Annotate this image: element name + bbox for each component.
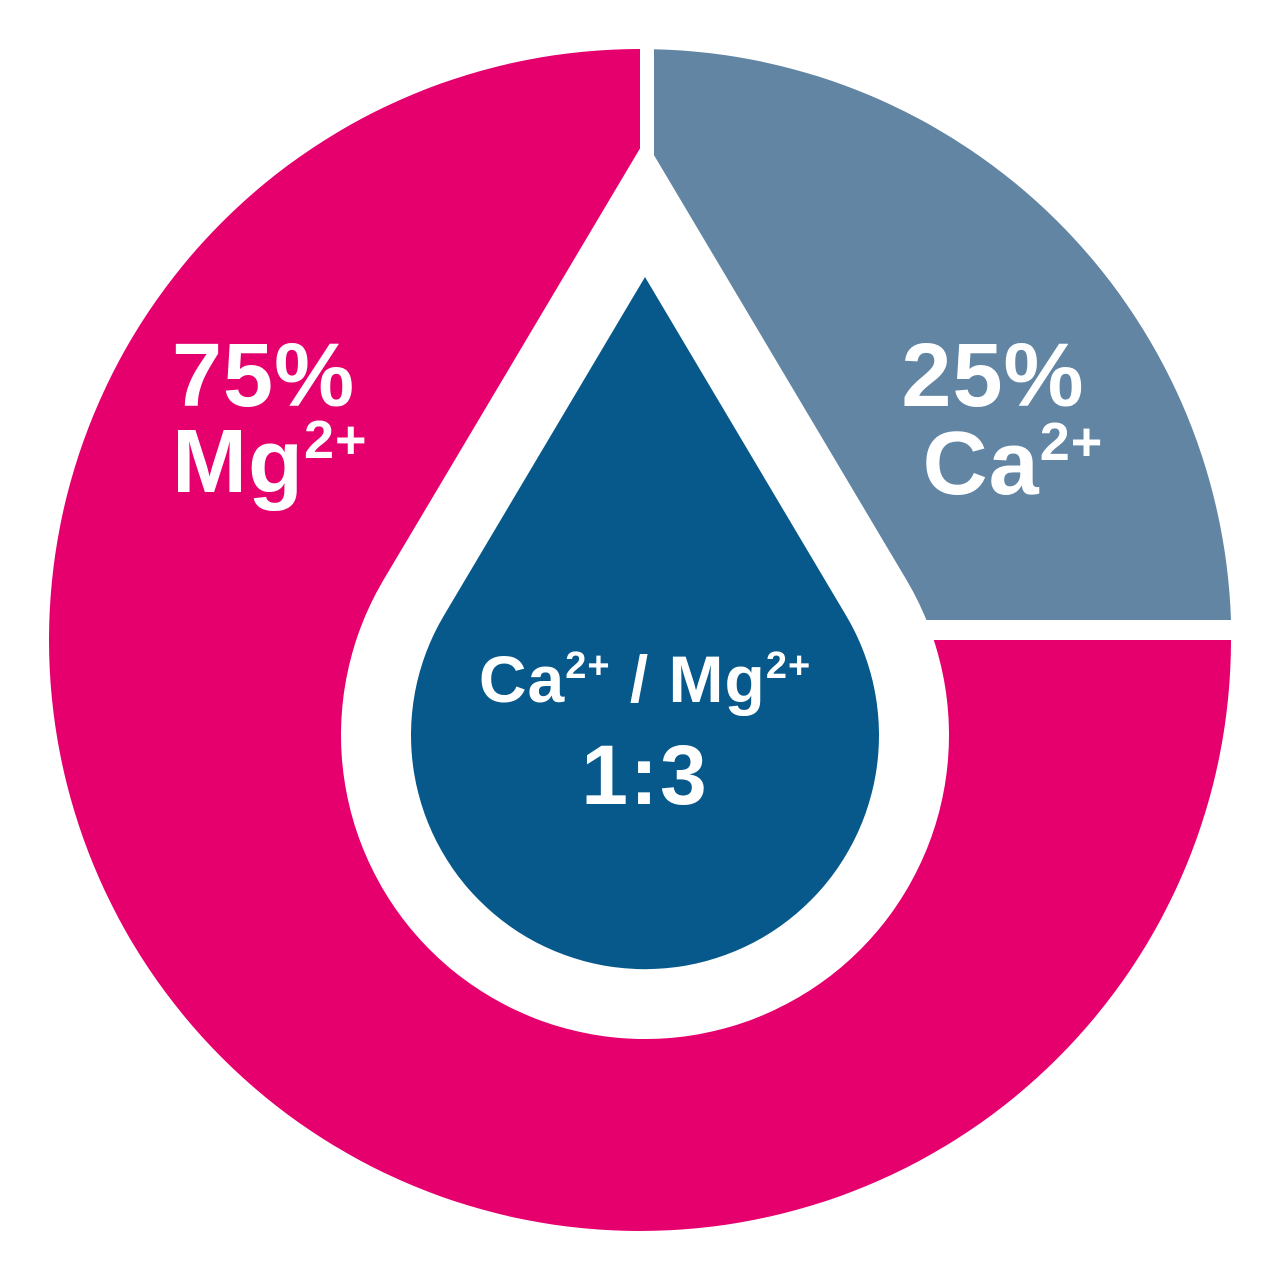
- center-ca-symbol: Ca: [479, 642, 566, 716]
- center-mg-symbol: Mg: [669, 642, 766, 716]
- ratio-title: Ca2+ / Mg2+: [479, 642, 811, 716]
- ca-percent-label: 25%: [901, 326, 1084, 426]
- mg-percent-label: 75%: [172, 326, 355, 426]
- mg-ion-label: Mg2+: [172, 410, 368, 512]
- ca-ion-symbol: Ca: [923, 414, 1040, 514]
- ratio-value: 1:3: [581, 728, 708, 822]
- ratio-separator: /: [611, 642, 669, 716]
- ca-ion-label: Ca2+: [923, 412, 1104, 514]
- center-mg-charge-superscript: 2+: [766, 645, 811, 687]
- center-ca-charge-superscript: 2+: [565, 645, 610, 687]
- mg-charge-superscript: 2+: [304, 410, 368, 470]
- water-droplet-icon: [411, 277, 879, 970]
- mg-ion-symbol: Mg: [172, 412, 304, 512]
- ca-charge-superscript: 2+: [1040, 412, 1104, 472]
